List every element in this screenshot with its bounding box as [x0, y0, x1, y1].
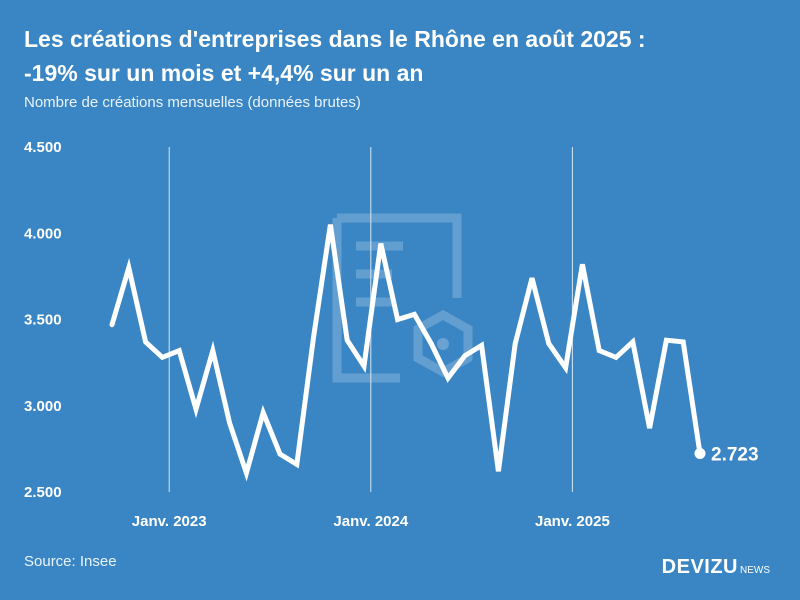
brand-logo: DEVIZU NEWS [662, 556, 770, 579]
x-tick-label: Janv. 2024 [333, 513, 408, 530]
title-line-1: Les créations d'entreprises dans le Rhôn… [24, 26, 646, 52]
watermark-dot [437, 338, 449, 350]
watermark-frame-top [337, 213, 462, 298]
x-tick-label: Janv. 2023 [132, 513, 207, 530]
title-line-2: -19% sur un mois et +4,4% sur un an [24, 60, 424, 86]
brand-suffix: NEWS [740, 565, 770, 576]
source-note: Source: Insee [24, 553, 117, 570]
y-tick-label: 4.000 [24, 225, 62, 242]
y-tick-label: 3.500 [24, 312, 62, 329]
y-tick-label: 2.500 [24, 484, 62, 501]
last-value-label: 2.723 [711, 445, 759, 466]
chart-title: Les créations d'entreprises dans le Rhôn… [24, 22, 784, 90]
x-tick-label: Janv. 2025 [535, 513, 610, 530]
chart-subtitle: Nombre de créations mensuelles (données … [24, 94, 361, 111]
brand-name: DEVIZU [661, 556, 738, 578]
series-line [109, 224, 703, 482]
y-tick-label: 4.500 [24, 139, 62, 156]
last-point-marker [694, 448, 706, 460]
y-tick-label: 3.000 [24, 398, 62, 415]
